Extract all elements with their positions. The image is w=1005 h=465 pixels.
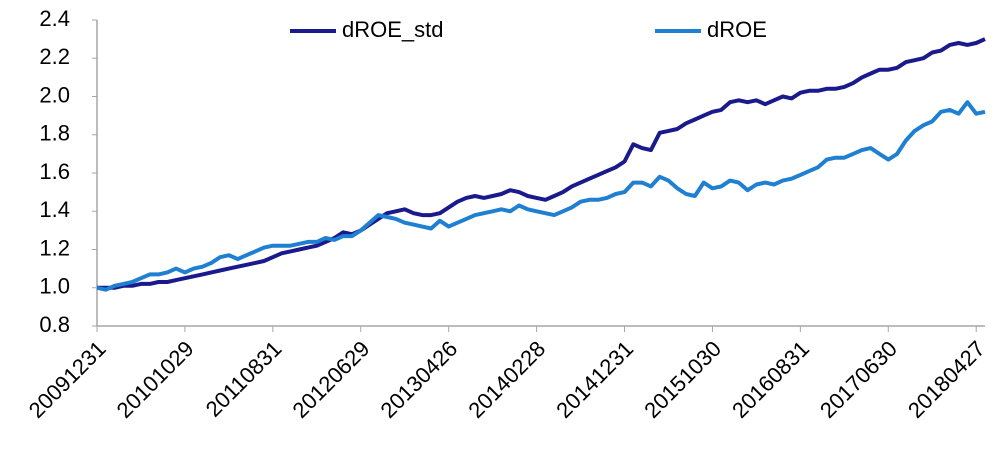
line-series bbox=[97, 37, 986, 290]
x-tick-label: 20180427 bbox=[903, 336, 990, 423]
x-tick-label: 20151030 bbox=[639, 336, 726, 423]
y-tick-label: 2.0 bbox=[39, 82, 70, 107]
y-tick-label: 2.2 bbox=[39, 44, 70, 69]
y-tick-label: 0.8 bbox=[39, 312, 70, 337]
legend-label: dROE_std bbox=[342, 17, 444, 42]
x-tick-label: 20130426 bbox=[375, 336, 462, 423]
x-tick-label: 20170630 bbox=[815, 336, 902, 423]
x-tick-label: 20140228 bbox=[463, 336, 550, 423]
y-tick-label: 1.2 bbox=[39, 235, 70, 260]
y-tick-label: 1.8 bbox=[39, 121, 70, 146]
x-tick-label: 20091231 bbox=[24, 336, 111, 423]
line-series bbox=[96, 100, 986, 292]
x-tick-label: 20120629 bbox=[288, 336, 375, 423]
y-tick-label: 1.0 bbox=[39, 274, 70, 299]
x-tick-label: 20110831 bbox=[201, 336, 287, 422]
y-tick-label: 1.4 bbox=[39, 197, 70, 222]
x-tick-label: 20101029 bbox=[112, 336, 199, 423]
x-tick-label: 20141231 bbox=[551, 336, 638, 423]
y-tick-label: 1.6 bbox=[39, 159, 70, 184]
x-tick-label: 20160831 bbox=[727, 336, 814, 423]
y-tick-label: 2.4 bbox=[39, 6, 70, 31]
legend-label: dROE bbox=[707, 17, 767, 42]
